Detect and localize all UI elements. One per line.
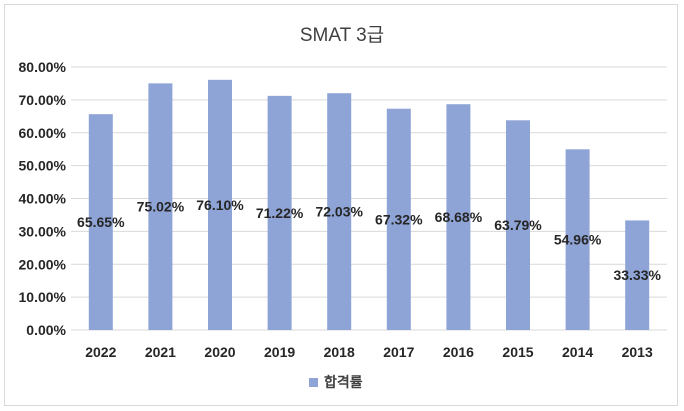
bar-2015 <box>506 120 530 330</box>
bars <box>88 79 650 330</box>
bar-2013 <box>625 220 650 330</box>
x-tick-label: 2020 <box>204 344 235 360</box>
x-tick-label: 2018 <box>324 344 355 360</box>
y-tick-label: 60.00% <box>19 125 67 141</box>
chart-title: SMAT 3급 <box>300 25 384 46</box>
legend-swatch <box>309 378 318 387</box>
data-labels: 65.65% 75.02% 76.10% 71.22% 72.03% 67.32% 68.6… <box>77 197 661 283</box>
y-tick-label: 40.00% <box>19 191 67 207</box>
y-tick-label: 0.00% <box>26 322 66 338</box>
data-label: 75.02% <box>137 199 185 215</box>
x-tick-label: 2022 <box>85 344 116 360</box>
chart-frame: SMAT 3급 0.00% 10.00% 20.00% 30.00% 40.00% 50.… <box>4 4 678 406</box>
bar-2017 <box>386 108 411 330</box>
y-tick-label: 10.00% <box>19 289 67 305</box>
x-tick-label: 2016 <box>443 344 474 360</box>
legend-label: 합격률 <box>324 374 363 390</box>
data-label: 71.22% <box>256 205 304 221</box>
bar-2020 <box>208 79 232 330</box>
bar-2021 <box>148 83 173 330</box>
bar-2018 <box>327 93 352 330</box>
data-label: 72.03% <box>315 204 363 220</box>
y-axis-ticks: 0.00% 10.00% 20.00% 30.00% 40.00% 50.00% 60.00… <box>19 59 67 338</box>
x-tick-label: 2017 <box>383 344 414 360</box>
legend: 합격률 <box>309 374 363 390</box>
bar-2019 <box>267 95 292 330</box>
bar-chart: SMAT 3급 0.00% 10.00% 20.00% 30.00% 40.00% 50.… <box>19 25 667 390</box>
y-tick-label: 80.00% <box>19 59 67 75</box>
x-tick-label: 2015 <box>502 344 533 360</box>
x-axis-ticks: 2022 2021 2020 2019 2018 2017 2016 2015 2014 2013 <box>85 344 653 360</box>
data-label: 63.79% <box>494 217 542 233</box>
y-tick-label: 50.00% <box>19 158 67 174</box>
data-label: 65.65% <box>77 214 125 230</box>
data-label: 33.33% <box>613 267 661 283</box>
x-tick-label: 2013 <box>622 344 653 360</box>
y-tick-label: 20.00% <box>19 256 67 272</box>
bar-2014 <box>565 149 590 330</box>
data-label: 68.68% <box>435 209 483 225</box>
data-label: 54.96% <box>554 232 602 248</box>
data-label: 76.10% <box>196 197 244 213</box>
y-tick-label: 70.00% <box>19 92 67 108</box>
bar-2016 <box>446 104 471 330</box>
x-tick-label: 2019 <box>264 344 295 360</box>
bar-2022 <box>88 114 113 330</box>
x-tick-label: 2014 <box>562 344 593 360</box>
x-tick-label: 2021 <box>145 344 176 360</box>
y-tick-label: 30.00% <box>19 223 67 239</box>
data-label: 67.32% <box>375 211 423 227</box>
